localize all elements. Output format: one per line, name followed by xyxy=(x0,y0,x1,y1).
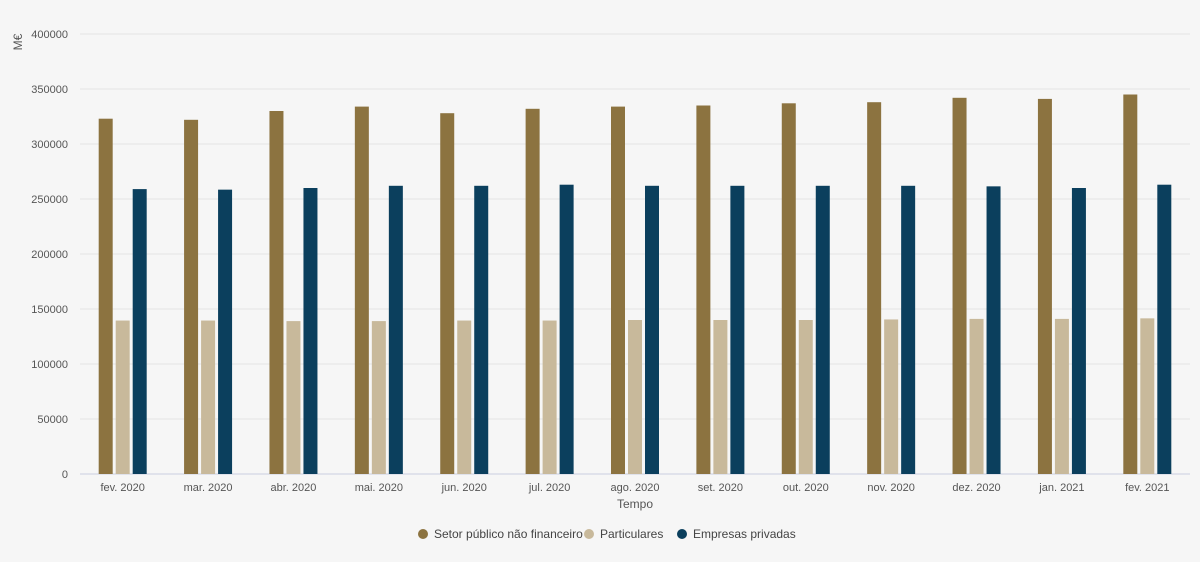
bar-particulares[interactable] xyxy=(457,320,472,474)
bar-particulares[interactable] xyxy=(1140,318,1155,474)
x-tick-label: jul. 2020 xyxy=(528,482,571,494)
bar-particulares[interactable] xyxy=(1054,318,1069,474)
x-tick-label: fev. 2021 xyxy=(1125,482,1169,494)
bars xyxy=(98,94,1172,475)
bar-particulares[interactable] xyxy=(713,320,728,474)
x-tick-label: jan. 2021 xyxy=(1038,482,1084,494)
y-tick-label: 100000 xyxy=(31,359,68,371)
bar-particulares[interactable] xyxy=(884,319,899,474)
legend-label: Empresas privadas xyxy=(693,527,796,541)
bar-setor-publico[interactable] xyxy=(952,97,967,475)
bar-setor-publico[interactable] xyxy=(611,106,625,474)
bar-setor-publico[interactable] xyxy=(1123,94,1138,475)
bar-setor-publico[interactable] xyxy=(867,102,882,474)
bar-empresas-privadas[interactable] xyxy=(645,185,659,475)
bar-empresas-privadas[interactable] xyxy=(303,188,318,474)
x-tick-label: set. 2020 xyxy=(698,482,743,494)
bar-empresas-privadas[interactable] xyxy=(132,189,147,474)
x-tick-label: mar. 2020 xyxy=(184,482,233,494)
bar-particulares[interactable] xyxy=(628,320,642,474)
bar-setor-publico[interactable] xyxy=(525,108,540,475)
bar-particulares[interactable] xyxy=(542,320,557,474)
bar-empresas-privadas[interactable] xyxy=(986,186,1001,474)
bar-particulares[interactable] xyxy=(371,321,386,474)
x-tick-label: nov. 2020 xyxy=(867,482,915,494)
bar-empresas-privadas[interactable] xyxy=(474,185,489,475)
bar-setor-publico[interactable] xyxy=(696,105,711,475)
legend-item[interactable]: Particulares xyxy=(584,527,663,541)
bar-empresas-privadas[interactable] xyxy=(559,184,574,474)
x-tick-label: mai. 2020 xyxy=(355,482,403,494)
bar-setor-publico[interactable] xyxy=(98,118,113,474)
bar-particulares[interactable] xyxy=(201,320,216,474)
y-tick-label: 300000 xyxy=(31,139,68,151)
x-axis: fev. 2020 mar. 2020 abr. 2020 mai. 2020 jun.… xyxy=(100,482,1169,494)
bar-empresas-privadas[interactable] xyxy=(1157,184,1172,474)
x-tick-label: fev. 2020 xyxy=(100,482,144,494)
x-tick-label: jun. 2020 xyxy=(441,482,487,494)
bar-setor-publico[interactable] xyxy=(354,106,369,474)
legend-marker-icon xyxy=(584,529,594,539)
y-tick-label: 150000 xyxy=(31,304,68,316)
legend-item[interactable]: Setor público não financeiro xyxy=(418,527,583,541)
bar-particulares[interactable] xyxy=(969,318,984,474)
x-tick-label: abr. 2020 xyxy=(271,482,317,494)
y-axis: 0 50000 100000 150000 200000 250000 300000 3500… xyxy=(31,29,68,481)
bar-empresas-privadas[interactable] xyxy=(1071,188,1086,474)
y-tick-label: 250000 xyxy=(31,194,68,206)
legend-marker-icon xyxy=(677,529,687,539)
bar-empresas-privadas[interactable] xyxy=(901,185,916,475)
y-tick-label: 0 xyxy=(62,469,68,481)
legend-label: Particulares xyxy=(600,527,663,541)
bar-empresas-privadas[interactable] xyxy=(815,185,830,475)
bar-empresas-privadas[interactable] xyxy=(218,189,233,474)
bar-setor-publico[interactable] xyxy=(269,111,284,474)
x-tick-label: dez. 2020 xyxy=(952,482,1000,494)
bar-setor-publico[interactable] xyxy=(781,103,796,475)
legend-marker-icon xyxy=(418,529,428,539)
legend: Setor público não financeiro Particulares… xyxy=(418,527,796,541)
y-tick-label: 200000 xyxy=(31,249,68,261)
x-tick-label: ago. 2020 xyxy=(611,482,660,494)
bar-particulares[interactable] xyxy=(286,321,301,474)
x-axis-title: Tempo xyxy=(617,497,653,511)
x-tick-label: out. 2020 xyxy=(783,482,829,494)
y-axis-title: M€ xyxy=(11,33,25,50)
y-tick-label: 400000 xyxy=(31,29,68,41)
bar-particulares[interactable] xyxy=(115,320,130,474)
bar-setor-publico[interactable] xyxy=(1037,98,1052,475)
bar-particulares[interactable] xyxy=(798,320,813,474)
bar-setor-publico[interactable] xyxy=(440,113,455,474)
y-tick-label: 350000 xyxy=(31,84,68,96)
bar-empresas-privadas[interactable] xyxy=(388,185,403,475)
y-tick-label: 50000 xyxy=(37,414,68,426)
gridlines xyxy=(80,33,1190,475)
bar-empresas-privadas[interactable] xyxy=(730,185,745,475)
legend-label: Setor público não financeiro xyxy=(434,527,583,541)
bar-setor-publico[interactable] xyxy=(184,119,199,475)
legend-item[interactable]: Empresas privadas xyxy=(677,527,796,541)
